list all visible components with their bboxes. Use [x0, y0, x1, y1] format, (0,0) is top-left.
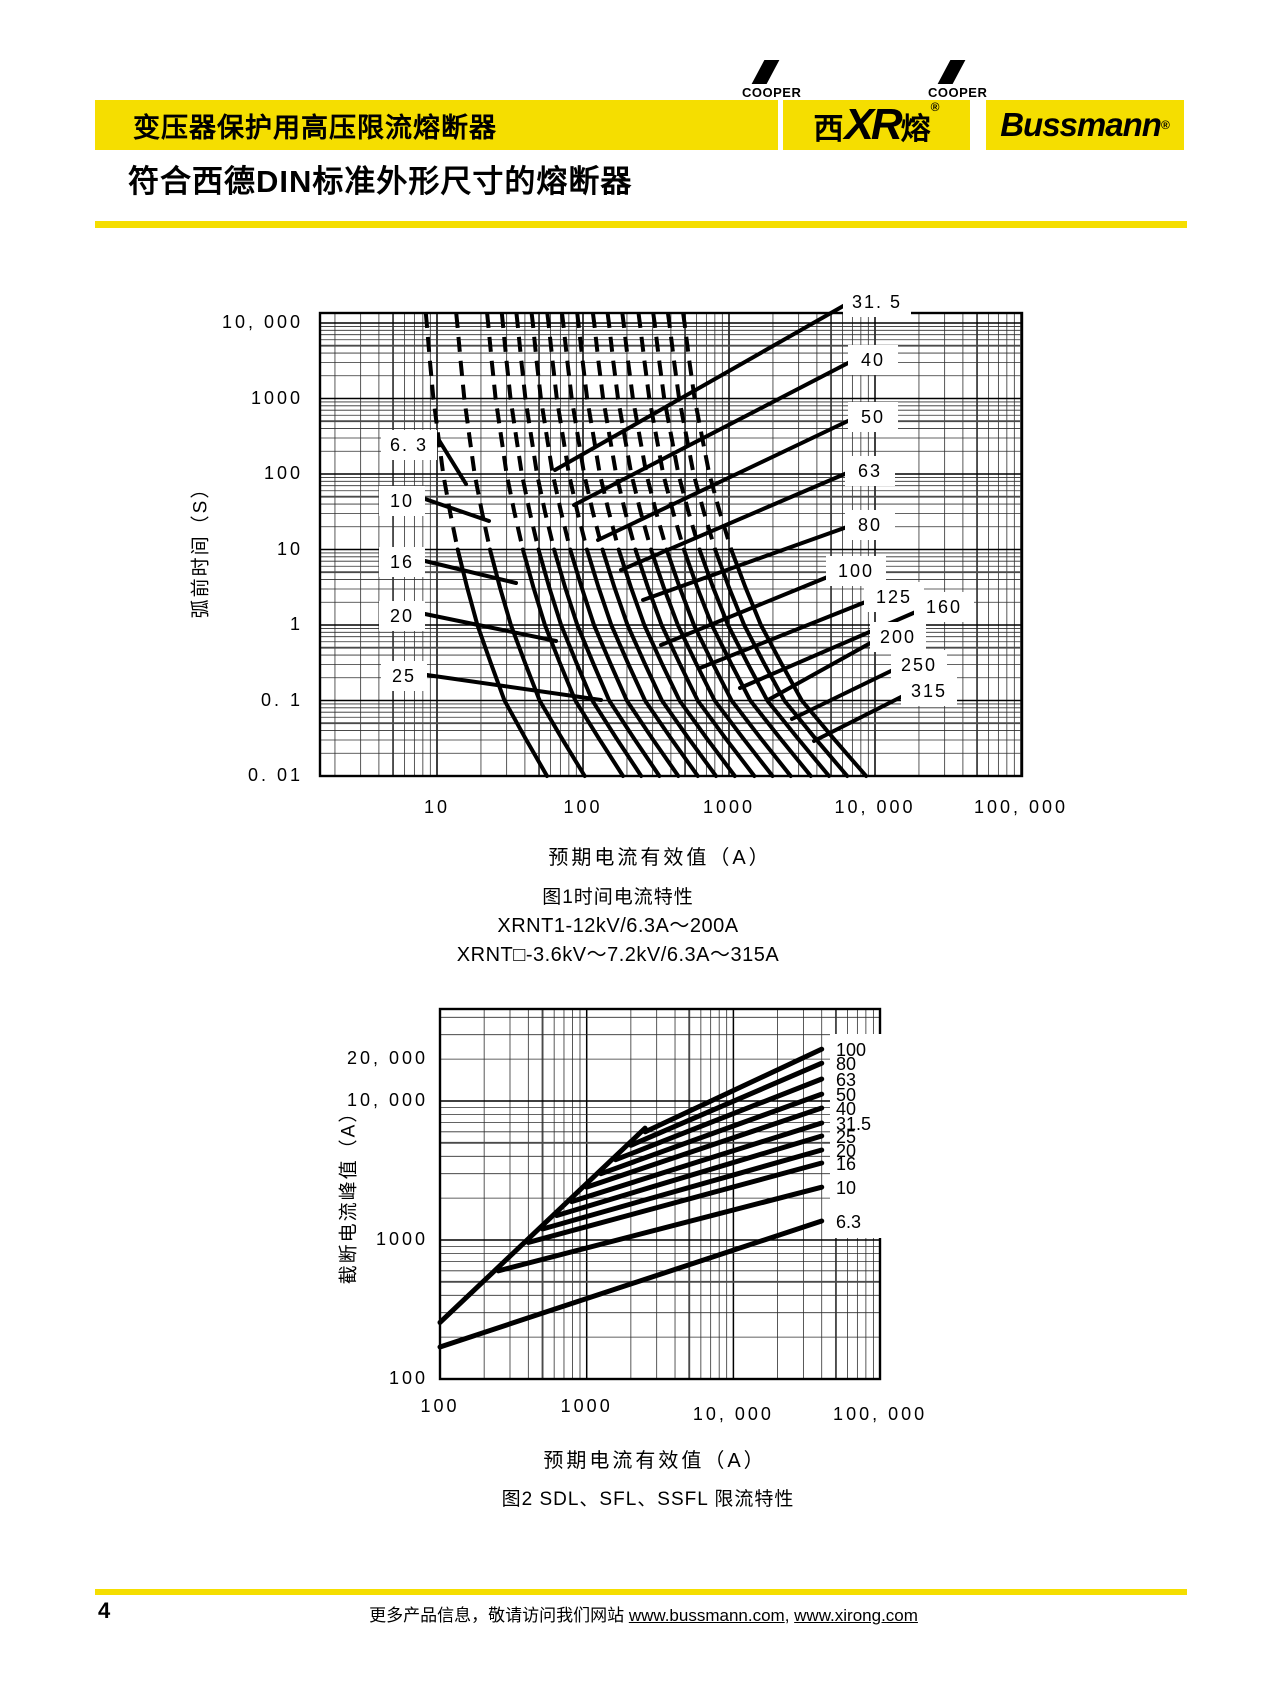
fig1-curve-label-200: 200	[880, 627, 916, 647]
page-number: 4	[98, 1598, 111, 1623]
footer-text-prefix: 更多产品信息，敬请访问我们网站	[369, 1606, 629, 1625]
fig2-curve-label-100: 100	[836, 1040, 866, 1060]
cooper-wordmark-1: COOPER	[742, 85, 802, 100]
fig1-xtick-10: 10	[423, 797, 451, 817]
fig1-curve-label-16: 16	[390, 552, 414, 572]
fig1-ytick-10000: 10, 000	[221, 312, 303, 332]
footer-text: 更多产品信息，敬请访问我们网站 www.bussmann.com, www.xi…	[0, 1601, 1287, 1626]
fig1-curve-label-10: 10	[390, 491, 414, 511]
fig2-curve-label-315: 31.5	[836, 1114, 871, 1134]
fig2-curve-label-40: 40	[836, 1099, 856, 1119]
fig1-xtick-1000: 1000	[702, 797, 756, 817]
fig2-curve-label-16: 16	[836, 1154, 856, 1174]
fig1-xtick-100000: 100, 000	[973, 797, 1069, 817]
fig2-curve-label-63: 63	[836, 1070, 856, 1090]
page-title: 符合西德DIN标准外形尺寸的熔断器	[128, 164, 633, 199]
fig1-caption: 图1时间电流特性 XRNT1-12kV/6.3A～200A XRNT□-3.6k…	[457, 882, 779, 967]
fig2-xtick-10000: 10, 000	[692, 1404, 774, 1424]
fig2-xtick-100000: 100, 000	[833, 1404, 928, 1424]
xirong-logo: 西XR熔®	[783, 100, 970, 150]
fig2-ytick-10000: 10, 000	[346, 1090, 428, 1110]
footer-separator: ,	[784, 1606, 795, 1625]
fig1-ytick-0.1: 0. 1	[260, 689, 303, 710]
fig1-curve-label-250: 250	[901, 655, 937, 675]
title-rule	[95, 221, 1187, 228]
fig1-caption-line1: 图1时间电流特性	[542, 887, 694, 908]
fig1-curve-label-125: 125	[876, 587, 912, 607]
xirong-logo-xr: XR	[844, 100, 903, 149]
fig2-curve-label-20: 20	[836, 1141, 856, 1161]
fig2-curve-label-10: 10	[836, 1178, 856, 1198]
registered-mark: ®	[930, 100, 940, 114]
fig2-curve-label-80: 80	[836, 1054, 856, 1074]
fig1-xtick-10000: 10, 000	[834, 797, 916, 817]
fig2-ytick-20000: 20, 000	[346, 1048, 428, 1069]
fig1-x-axis-label: 预期电流有效值（A）	[548, 847, 772, 869]
fig1-curve-label-100: 100	[838, 561, 874, 581]
fig1-curve-label-20: 20	[390, 606, 414, 626]
fig1-caption-line3: XRNT□-3.6kV～7.2kV/6.3A～315A	[456, 944, 780, 966]
fig2-ytick-100: 100	[388, 1368, 428, 1388]
fig1-curve-label-63: 63	[858, 461, 882, 481]
xirong-logo-right: 熔	[900, 113, 931, 146]
footer-rule	[95, 1589, 1187, 1595]
fig2-xtick-1000: 1000	[560, 1396, 613, 1416]
fig1-ytick-1000: 1000	[250, 387, 303, 408]
bussmann-logo: Bussmann ®	[986, 100, 1184, 150]
fig1-curve-label-25: 25	[392, 666, 416, 686]
fig1-curve-label-315: 31. 5	[852, 292, 902, 312]
fig1-caption-line2: XRNT1-12kV/6.3A～200A	[497, 915, 739, 937]
header-bar: 变压器保护用高压限流熔断器	[95, 100, 778, 150]
fig1-xtick-100: 100	[563, 797, 603, 817]
fig2-y-axis-label: 截断电流峰值（A）	[338, 1101, 360, 1285]
fig2-ytick-1000: 1000	[375, 1229, 428, 1249]
fig2-curve-label-63: 6.3	[836, 1212, 861, 1232]
xirong-website-link[interactable]: www.xirong.com	[794, 1606, 918, 1625]
fig1-ytick-1: 1	[289, 614, 303, 634]
bussmann-wordmark: Bussmann	[1000, 106, 1162, 143]
fig1-ytick-10: 10	[276, 538, 303, 559]
fig1-curve-label-63: 6. 3	[390, 435, 428, 455]
cooper-flag-icon	[937, 60, 966, 84]
fig2-caption: 图2 SDL、SFL、SSFL 限流特性	[502, 1484, 795, 1511]
xirong-logo-left: 西	[813, 113, 844, 146]
fig1-curve-label-160: 160	[926, 597, 962, 617]
fig2-x-axis-label: 预期电流有效值（A）	[543, 1450, 767, 1472]
fig1-curve-label-80: 80	[858, 515, 882, 535]
fig2-caption-line: 图2 SDL、SFL、SSFL 限流特性	[501, 1489, 795, 1510]
cooper-wordmark-2: COOPER	[928, 85, 988, 100]
fig1-ytick-100: 100	[263, 463, 303, 483]
bussmann-website-link[interactable]: www.bussmann.com	[628, 1606, 785, 1625]
cooper-flag-icon	[751, 60, 780, 84]
fig1-ytick-0.01: 0. 01	[247, 765, 303, 785]
fig1-curve-label-40: 40	[861, 350, 885, 370]
fig1-curve-label-50: 50	[861, 407, 885, 427]
registered-mark: ®	[1160, 118, 1170, 132]
fig2-curve-label-50: 50	[836, 1085, 856, 1105]
fig1-curve-label-315: 315	[911, 681, 947, 701]
header-bar-text: 变压器保护用高压限流熔断器	[133, 112, 497, 143]
fig2-xtick-100: 100	[420, 1396, 460, 1416]
fig2-curve-label-25: 25	[836, 1127, 856, 1147]
